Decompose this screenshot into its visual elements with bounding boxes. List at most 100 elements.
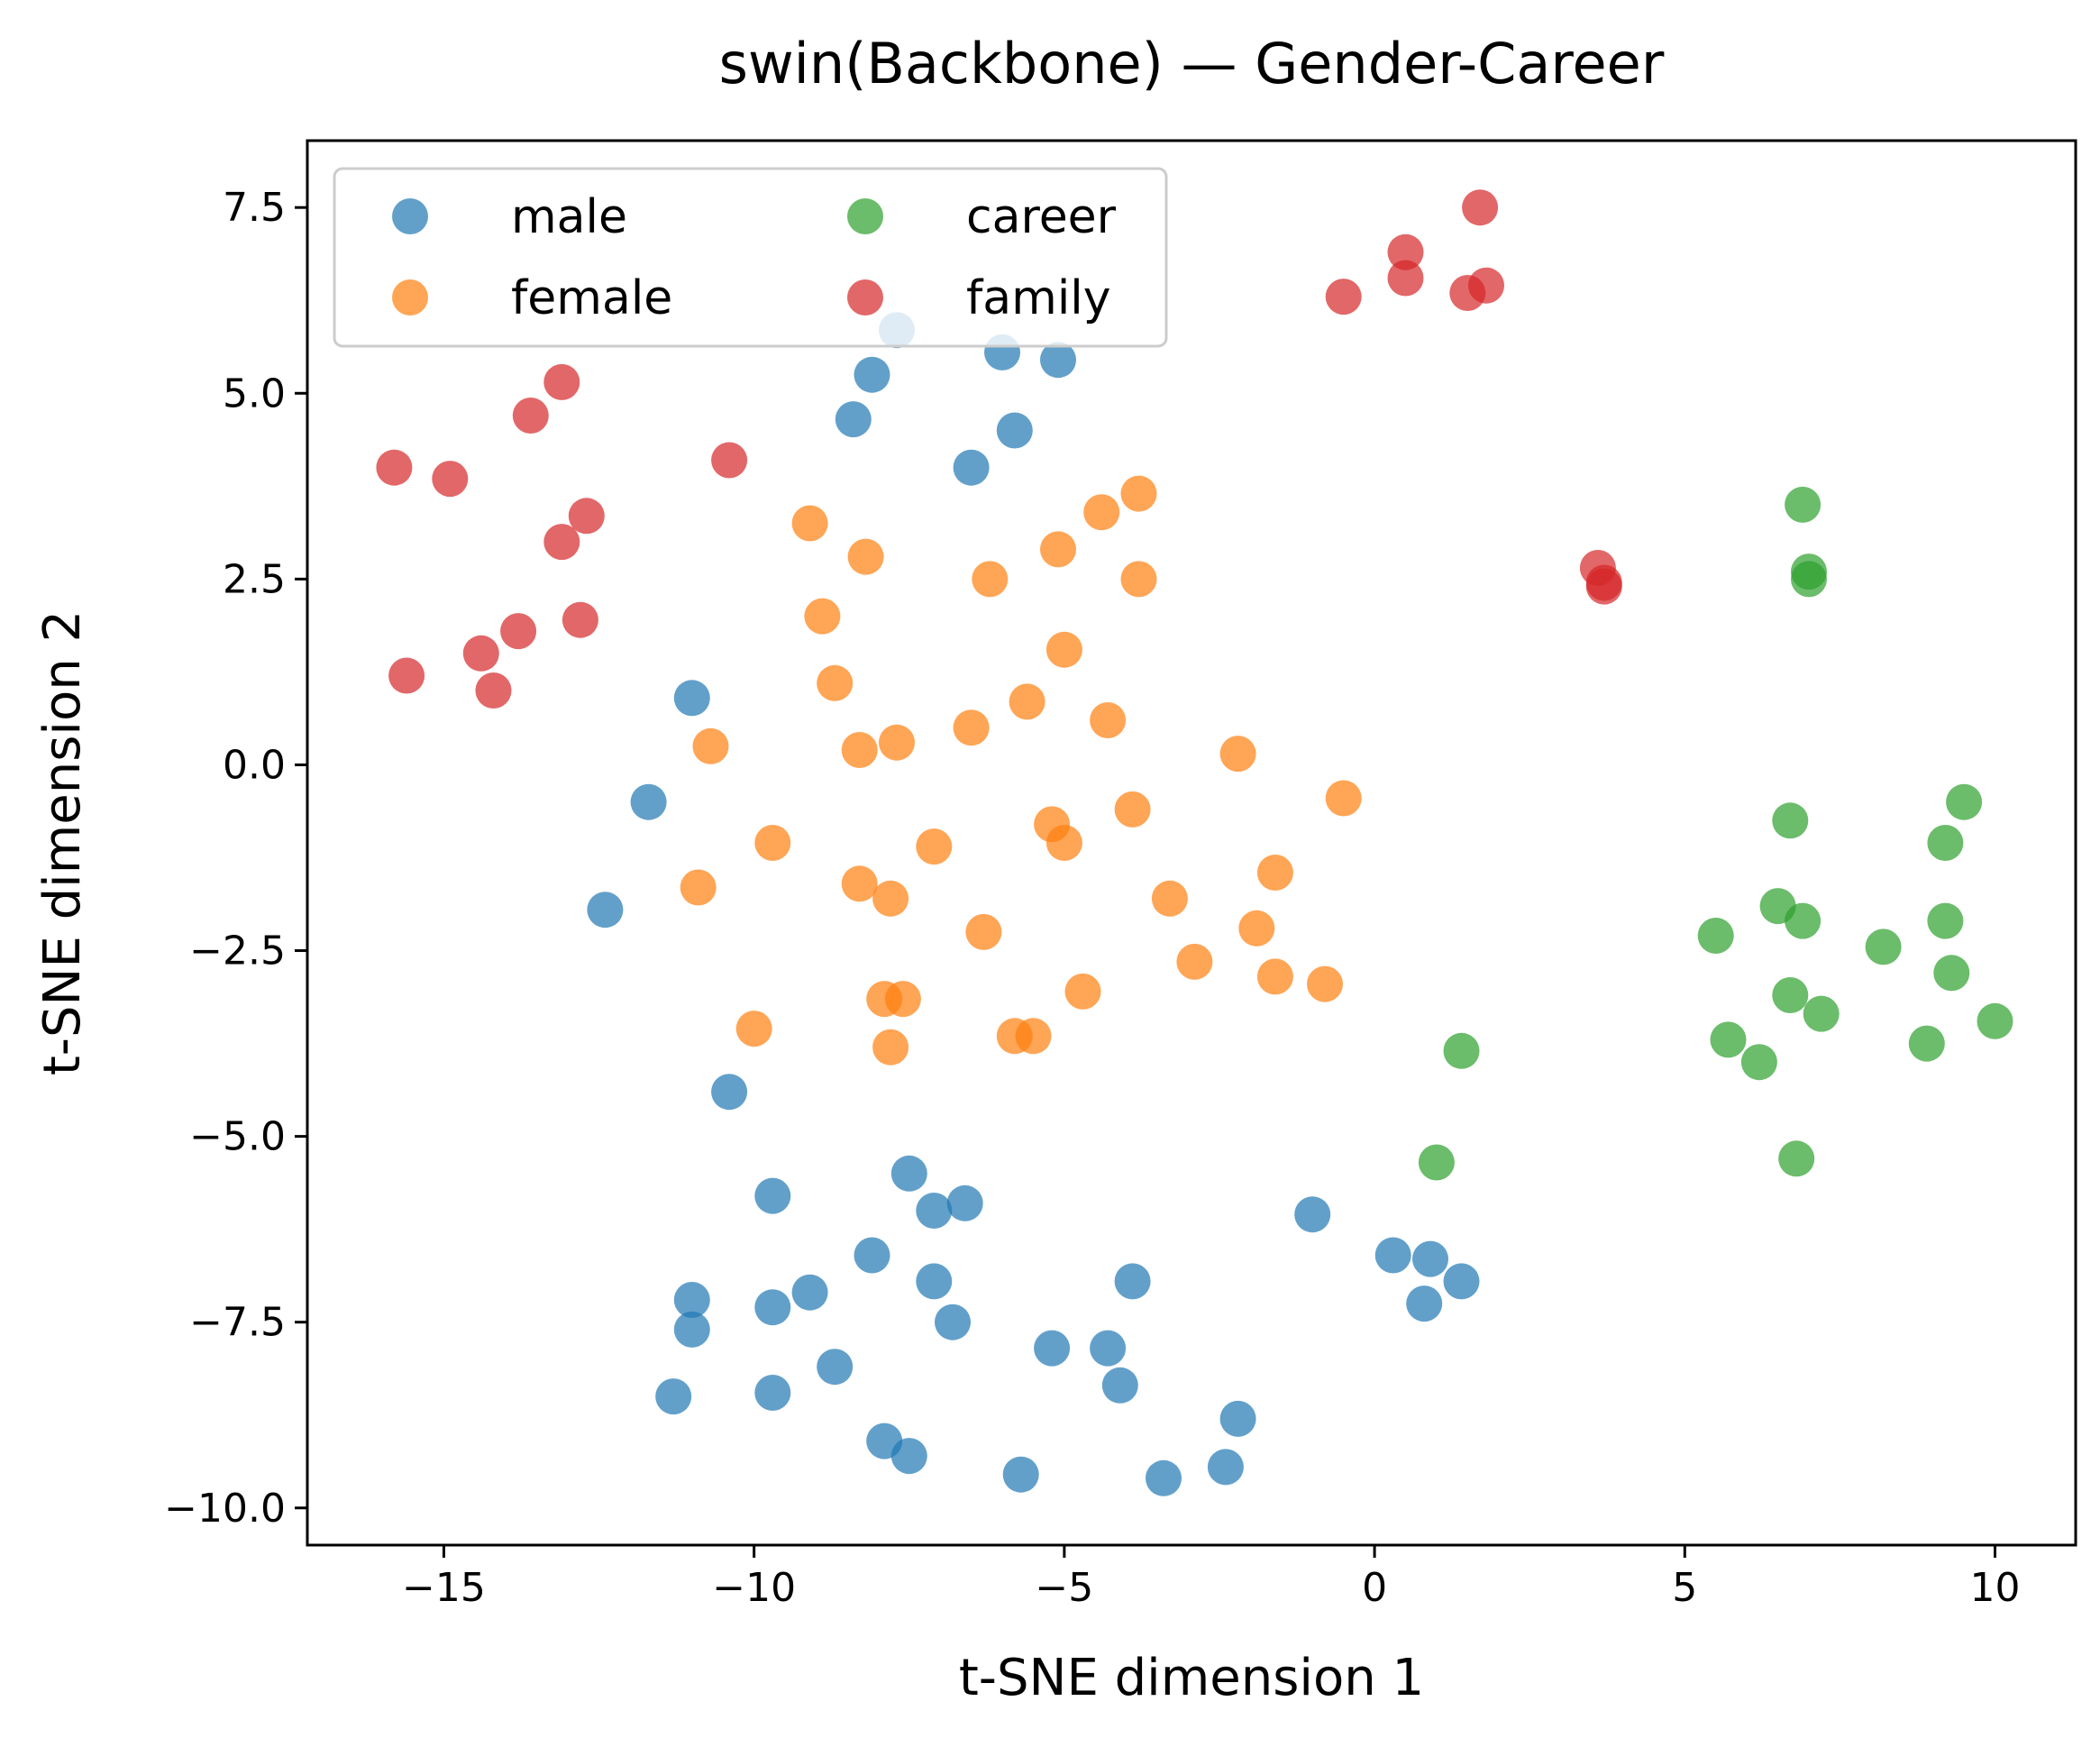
point-male-1 [854,356,890,393]
point-career-15 [1710,1021,1747,1058]
x-axis-label: t-SNE dimension 1 [959,1649,1424,1707]
point-career-2 [1791,561,1827,598]
point-family-6 [543,363,580,400]
y-tick-label-5: 2.5 [223,556,286,602]
point-male-7 [673,680,710,717]
point-male-31 [1101,1367,1138,1404]
point-female-28 [965,913,1002,950]
point-male-13 [916,1193,953,1229]
point-male-20 [791,1274,828,1311]
legend-frame [333,167,1168,348]
point-career-5 [1927,825,1964,861]
point-male-28 [1034,1330,1071,1367]
point-female-6 [1120,561,1157,598]
y-tick-label-1: −7.5 [189,1300,286,1346]
point-male-3 [1040,342,1076,379]
ticks-layer: −15 −10 −5 0 5 10 −10.0 −7.5 −5.0 −2.5 0.0 2.5 5.0 7.… [164,185,2020,1611]
point-family-16 [475,672,512,709]
point-male-32 [1146,1459,1182,1496]
x-tick-label-4: 5 [1672,1565,1697,1611]
point-male-36 [1374,1237,1411,1274]
x-tick-label-3: 0 [1362,1565,1387,1611]
point-family-8 [711,442,748,479]
point-female-17 [1325,780,1362,817]
point-career-11 [1933,955,1970,992]
point-female-22 [1114,791,1151,828]
point-family-14 [500,613,537,650]
point-female-0 [791,505,828,542]
point-male-22 [817,1349,854,1386]
point-male-24 [754,1375,791,1411]
point-family-5 [1325,279,1362,316]
point-female-7 [804,598,841,635]
point-male-17 [935,1304,971,1340]
point-male-10 [711,1074,748,1111]
points-layer [376,189,2013,1496]
point-family-17 [388,657,425,694]
x-tick-label-1: −10 [712,1565,796,1611]
point-career-0 [1785,486,1822,523]
point-family-7 [512,398,549,434]
point-female-12 [692,727,729,764]
point-career-17 [1443,1032,1480,1069]
point-female-2 [972,561,1009,598]
chart-title: swin(Backbone) — Gender-Career [719,31,1665,96]
point-female-37 [872,1029,909,1066]
point-male-6 [953,449,990,486]
point-female-18 [754,825,791,861]
point-female-9 [1045,631,1082,668]
point-female-24 [841,865,878,902]
y-tick-label-0: −10.0 [164,1486,286,1532]
point-female-35 [1064,973,1101,1010]
point-female-34 [884,981,921,1018]
legend-label-female: female [511,271,672,325]
point-female-10 [1009,683,1045,720]
legend-marker-female [392,279,428,316]
point-male-19 [754,1289,791,1326]
y-tick-label-7: 7.5 [223,185,286,231]
point-male-5 [996,412,1033,449]
point-female-25 [872,880,909,917]
legend-label-family: family [966,271,1111,325]
point-family-9 [376,449,413,486]
point-female-15 [953,709,990,746]
y-tick-label-4: 0.0 [223,742,286,788]
point-male-39 [1443,1263,1480,1300]
point-family-20 [1585,568,1622,605]
point-female-23 [680,869,717,906]
point-female-5 [1120,475,1157,512]
point-male-8 [630,783,667,820]
point-female-16 [1219,736,1256,773]
point-female-1 [847,538,884,575]
x-tick-label-0: −15 [402,1565,486,1611]
legend-label-male: male [511,190,627,244]
point-female-26 [1151,880,1188,917]
point-male-21 [673,1311,710,1348]
point-male-35 [1294,1196,1331,1233]
y-axis-label: t-SNE dimension 2 [33,610,92,1075]
point-male-18 [673,1282,710,1318]
point-female-19 [916,828,953,865]
point-male-37 [1412,1240,1448,1277]
point-female-27 [1256,855,1293,891]
point-male-23 [655,1378,692,1415]
point-male-14 [946,1185,983,1221]
point-career-4 [1772,802,1809,839]
point-family-11 [568,498,605,535]
point-female-8 [817,664,854,701]
point-male-9 [587,892,624,928]
legend-marker-family [847,279,883,316]
point-family-2 [1387,260,1424,297]
point-male-38 [1406,1285,1443,1322]
point-male-30 [1114,1263,1151,1300]
point-female-21 [1045,825,1082,861]
point-female-36 [735,1011,772,1047]
point-male-34 [1207,1449,1244,1486]
legend-marker-career [847,198,883,234]
point-career-7 [1785,902,1822,939]
y-tick-label-3: −2.5 [189,928,286,974]
point-family-15 [462,635,499,672]
point-career-13 [1803,995,1840,1032]
x-tick-label-5: 10 [1970,1565,2021,1611]
